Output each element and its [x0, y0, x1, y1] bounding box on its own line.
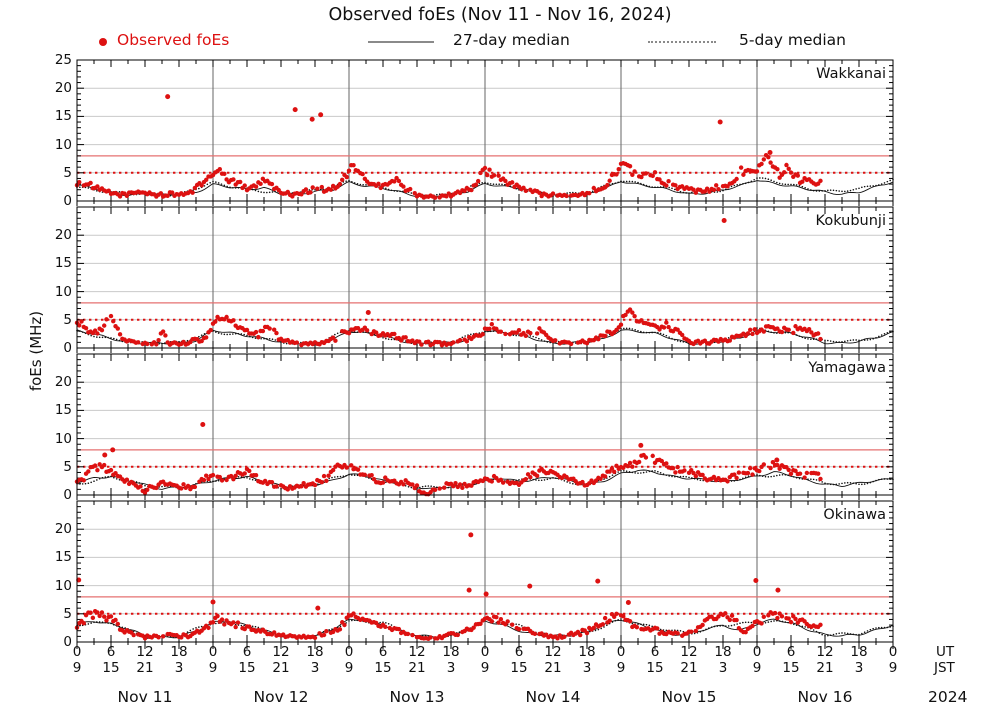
- y-tick-label: 20: [54, 227, 72, 244]
- legend-median27-label: 27-day median: [453, 31, 570, 49]
- legend-observed-dot-icon: [99, 38, 107, 46]
- x-tick-label-ut: 6: [106, 644, 116, 660]
- page-title: Observed foEs (Nov 11 - Nov 16, 2024): [328, 5, 672, 25]
- y-tick-label: 5: [63, 311, 72, 328]
- x-tick-label-jst: 21: [136, 660, 154, 676]
- legend-observed-label: Observed foEs: [117, 31, 230, 49]
- x-tick-label-ut: 0: [72, 644, 82, 660]
- x-tick-label-ut: 18: [306, 644, 324, 660]
- station-label-yamagawa: Yamagawa: [808, 360, 886, 376]
- x-tick-label-ut: 6: [514, 644, 524, 660]
- x-tick-label-ut: 6: [378, 644, 388, 660]
- x-tick-label-ut: 0: [616, 644, 626, 660]
- x-tick-label-ut: 0: [208, 644, 218, 660]
- legend-median5-dotted-line-icon: [648, 41, 716, 43]
- station-label-okinawa: Okinawa: [823, 507, 886, 523]
- y-tick-label: 20: [54, 521, 72, 538]
- y-tick-label: 0: [63, 634, 72, 650]
- y-tick-label: 0: [63, 193, 72, 209]
- y-tick-label: 20: [54, 374, 72, 391]
- x-tick-label-jst: 3: [446, 660, 456, 676]
- y-tick-label: 10: [54, 283, 72, 300]
- date-label: Nov 14: [525, 688, 581, 706]
- y-tick-label: 15: [54, 402, 72, 419]
- date-label: Nov 15: [661, 688, 717, 706]
- date-label: Nov 12: [253, 688, 309, 706]
- x-tick-label-jst: 15: [102, 660, 120, 676]
- x-tick-label-jst: 3: [310, 660, 320, 676]
- x-tick-label-jst: 21: [544, 660, 562, 676]
- x-tick-label-jst: 9: [208, 660, 218, 676]
- x-tick-label-jst: 9: [752, 660, 762, 676]
- x-tick-label-jst: 3: [854, 660, 864, 676]
- x-tick-label-ut: 12: [136, 644, 154, 660]
- x-tick-label-jst: 21: [816, 660, 834, 676]
- x-tick-label-ut: 18: [578, 644, 596, 660]
- x-tick-label-ut: 0: [888, 644, 898, 660]
- x-tick-label-ut: 6: [786, 644, 796, 660]
- x-tick-label-ut: 12: [272, 644, 290, 660]
- x-tick-label-jst: 15: [646, 660, 664, 676]
- y-tick-label: 25: [54, 52, 72, 68]
- x-tick-label-jst: 9: [480, 660, 490, 676]
- x-tick-label-ut: 18: [442, 644, 460, 660]
- y-tick-label: 10: [54, 577, 72, 594]
- x-tick-label-ut: 0: [480, 644, 490, 660]
- x-tick-label-ut: 18: [714, 644, 732, 660]
- x-tick-label-jst: 15: [238, 660, 256, 676]
- x-tick-label-jst: 21: [408, 660, 426, 676]
- y-tick-label: 5: [63, 164, 72, 181]
- x-tick-label-jst: 3: [582, 660, 592, 676]
- x-tick-label-jst: 3: [174, 660, 184, 676]
- jst-axis-label: JST: [934, 660, 955, 676]
- x-tick-label-ut: 0: [752, 644, 762, 660]
- x-tick-label-ut: 18: [170, 644, 188, 660]
- station-label-kokubunji: Kokubunji: [815, 213, 886, 229]
- x-tick-label-ut: 0: [344, 644, 354, 660]
- x-tick-label-jst: 21: [680, 660, 698, 676]
- y-tick-label: 20: [54, 80, 72, 97]
- date-label: Nov 13: [389, 688, 445, 706]
- legend-median5-label: 5-day median: [739, 31, 846, 49]
- x-tick-label-ut: 12: [544, 644, 562, 660]
- date-label: Nov 16: [797, 688, 853, 706]
- date-label: Nov 11: [117, 688, 173, 706]
- x-tick-label-ut: 12: [816, 644, 834, 660]
- ut-axis-label: UT: [936, 644, 955, 660]
- year-label: 2024: [928, 688, 968, 706]
- x-tick-label-ut: 12: [408, 644, 426, 660]
- station-label-wakkanai: Wakkanai: [816, 66, 886, 82]
- x-tick-label-ut: 6: [650, 644, 660, 660]
- y-tick-label: 10: [54, 136, 72, 153]
- x-tick-label-jst: 9: [72, 660, 82, 676]
- x-tick-label-jst: 3: [718, 660, 728, 676]
- x-tick-label-jst: 9: [888, 660, 898, 676]
- x-tick-label-jst: 9: [616, 660, 626, 676]
- y-tick-label: 0: [63, 487, 72, 503]
- x-tick-label-jst: 15: [510, 660, 528, 676]
- x-tick-label-jst: 21: [272, 660, 290, 676]
- y-tick-label: 15: [54, 255, 72, 272]
- legend-median27-line-icon: [368, 41, 434, 43]
- x-tick-label-jst: 15: [374, 660, 392, 676]
- y-tick-label: 5: [63, 605, 72, 622]
- x-tick-label-jst: 9: [344, 660, 354, 676]
- y-tick-label: 0: [63, 340, 72, 356]
- y-tick-label: 15: [54, 108, 72, 125]
- y-tick-label: 10: [54, 430, 72, 447]
- x-tick-label-jst: 15: [782, 660, 800, 676]
- x-tick-label-ut: 6: [242, 644, 252, 660]
- x-tick-label-ut: 12: [680, 644, 698, 660]
- x-tick-label-ut: 18: [850, 644, 868, 660]
- y-tick-label: 15: [54, 549, 72, 566]
- y-tick-label: 5: [63, 458, 72, 475]
